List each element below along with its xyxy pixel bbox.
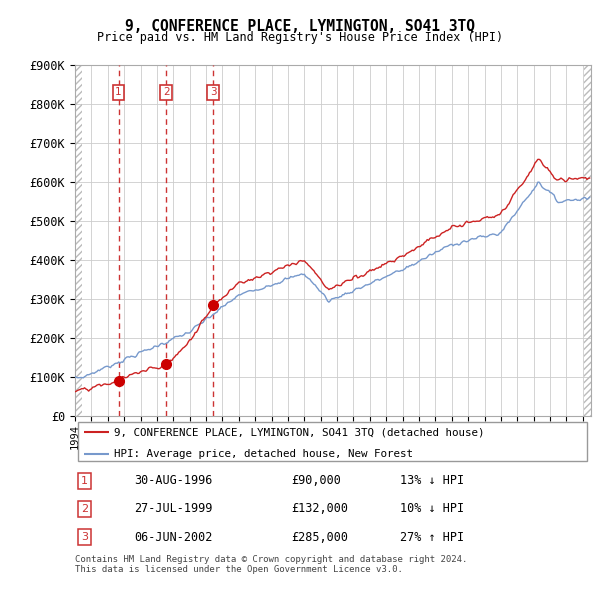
Bar	[75, 65, 82, 416]
Text: HPI: Average price, detached house, New Forest: HPI: Average price, detached house, New …	[114, 449, 413, 459]
Text: 30-AUG-1996: 30-AUG-1996	[134, 474, 213, 487]
FancyBboxPatch shape	[77, 422, 587, 461]
Text: £132,000: £132,000	[292, 502, 349, 516]
Text: 9, CONFERENCE PLACE, LYMINGTON, SO41 3TQ: 9, CONFERENCE PLACE, LYMINGTON, SO41 3TQ	[125, 19, 475, 34]
Text: 27% ↑ HPI: 27% ↑ HPI	[400, 530, 464, 543]
Text: 3: 3	[81, 532, 88, 542]
Bar	[584, 65, 591, 416]
Bar	[75, 65, 82, 416]
Text: 13% ↓ HPI: 13% ↓ HPI	[400, 474, 464, 487]
Text: Price paid vs. HM Land Registry's House Price Index (HPI): Price paid vs. HM Land Registry's House …	[97, 31, 503, 44]
Text: 3: 3	[210, 87, 217, 97]
Text: 06-JUN-2002: 06-JUN-2002	[134, 530, 213, 543]
Text: 1: 1	[115, 87, 122, 97]
Text: 10% ↓ HPI: 10% ↓ HPI	[400, 502, 464, 516]
Bar	[584, 65, 591, 416]
Text: £90,000: £90,000	[292, 474, 341, 487]
Text: Contains HM Land Registry data © Crown copyright and database right 2024.
This d: Contains HM Land Registry data © Crown c…	[75, 555, 467, 574]
Text: 2: 2	[81, 504, 88, 514]
Text: 2: 2	[163, 87, 170, 97]
Text: £285,000: £285,000	[292, 530, 349, 543]
Text: 1: 1	[81, 476, 88, 486]
Text: 27-JUL-1999: 27-JUL-1999	[134, 502, 213, 516]
Text: 9, CONFERENCE PLACE, LYMINGTON, SO41 3TQ (detached house): 9, CONFERENCE PLACE, LYMINGTON, SO41 3TQ…	[114, 427, 484, 437]
